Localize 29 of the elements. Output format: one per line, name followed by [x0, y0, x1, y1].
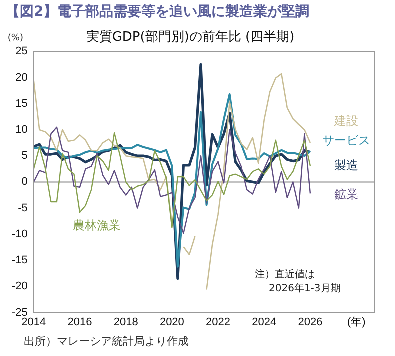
x-tick-label: 2026	[298, 316, 323, 328]
y-tick-label: 0	[22, 176, 28, 188]
series-label: サービス	[322, 134, 370, 148]
x-tick-label: 2016	[68, 316, 92, 328]
x-tick-label: 2014	[22, 316, 46, 328]
text: 鉱業	[334, 187, 359, 202]
y-tick-label: -10	[12, 228, 28, 240]
y-tick-label: -25	[12, 306, 28, 319]
y-axis-title: (%)	[8, 33, 24, 44]
x-tick-label: 2022	[206, 316, 231, 328]
x-tick-label: 2020	[160, 316, 184, 328]
y-tick-label: 25	[16, 46, 28, 58]
y-tick-label: 5	[22, 150, 28, 162]
y-tick-label: 15	[16, 98, 28, 110]
x-tick-label: 2018	[114, 316, 138, 328]
text: 建設	[334, 114, 359, 128]
chart-title: 【図2】電子部品需要等を追い風に製造業が堅調	[6, 3, 310, 21]
chart-subtitle: 実質GDP(部門別)の前年比 (四半期)	[86, 29, 295, 46]
y-tick-label: -5	[18, 202, 28, 214]
x-tick-label: (年)	[347, 316, 366, 328]
text: 出所）マレーシア統計局より作成	[24, 334, 189, 349]
series-label: 農林漁業	[73, 218, 122, 233]
annotation: 注）直近値は 2026年1-3月期	[255, 268, 341, 294]
y-tick-label: 20	[16, 72, 28, 84]
y-tick-label: -15	[12, 254, 28, 267]
x-tick-label: 2024	[252, 316, 277, 328]
text: 製造	[334, 158, 359, 173]
y-tick-label: 10	[16, 124, 28, 136]
y-tick-label: -20	[12, 280, 28, 293]
